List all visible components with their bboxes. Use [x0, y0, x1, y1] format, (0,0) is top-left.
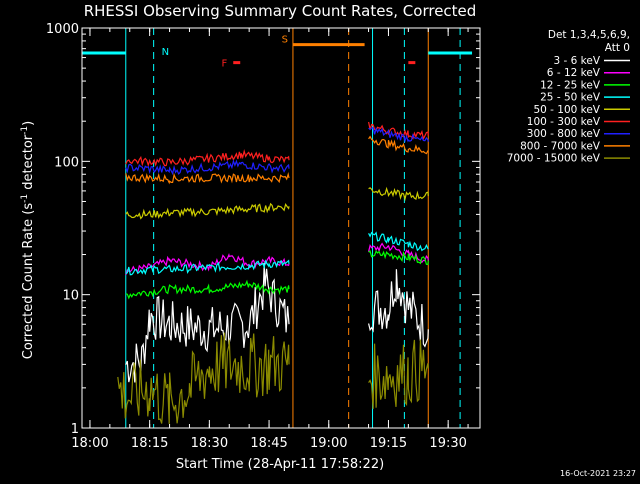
x-tick-label: 18:45: [250, 436, 287, 451]
x-tick-label: 18:00: [71, 436, 108, 451]
legend-entry-label: 100 - 300 keV: [527, 116, 601, 128]
axes: 1 10 100 1000 18:00 18:15 18:30 18:45 19:00 19:15…: [46, 22, 481, 451]
legend-entry-label: 800 - 7000 keV: [520, 140, 601, 152]
series-line: [125, 279, 290, 300]
y-axis-label: Corrected Count Rate (s-1 detector-1): [20, 121, 36, 359]
series-line: [368, 269, 429, 348]
x-tick-label: 19:30: [429, 436, 466, 451]
series-line: [368, 242, 429, 264]
series-line: [117, 332, 290, 424]
series-line: [125, 159, 290, 176]
legend-entry-label: 300 - 800 keV: [527, 128, 601, 140]
series-line: [125, 171, 290, 185]
x-tick-label: 19:00: [310, 436, 347, 451]
legend-header: Att 0: [605, 42, 630, 54]
series-line: [125, 262, 290, 383]
flag-label: F: [221, 59, 227, 70]
series-line: [368, 126, 429, 144]
plot-area: S F N: [82, 28, 473, 428]
legend-entry-label: 7000 - 15000 keV: [507, 153, 601, 165]
series-line: [368, 339, 429, 409]
legend-header: Det 1,3,4,5,6,9,: [548, 29, 630, 41]
series-line: [368, 135, 429, 155]
legend-entry-label: 50 - 100 keV: [533, 104, 600, 116]
series-line: [125, 259, 290, 276]
plot-frame: [81, 27, 481, 429]
legend-entry-label: 12 - 25 keV: [540, 79, 601, 91]
series-line: [368, 231, 429, 252]
x-tick-label: 19:15: [370, 436, 407, 451]
legend-entry-label: 3 - 6 keV: [553, 55, 600, 67]
x-axis-label: Start Time (28-Apr-11 17:58:22): [176, 457, 384, 472]
legend-entry-label: 6 - 12 keV: [547, 67, 601, 79]
footer-timestamp: 16-Oct-2021 23:27: [560, 469, 636, 478]
series-line: [368, 186, 429, 202]
attenuator-label: S: [282, 35, 288, 46]
y-tick-label: 100: [54, 155, 79, 170]
series-line: [125, 149, 290, 167]
x-tick-label: 18:30: [191, 436, 228, 451]
y-tick-label: 10: [62, 289, 79, 304]
legend-entry-label: 25 - 50 keV: [540, 92, 601, 104]
chart-title: RHESSI Observing Summary Count Rates, Co…: [84, 2, 477, 20]
y-tick-label: 1: [71, 422, 79, 437]
y-tick-label: 1000: [46, 22, 79, 37]
series-line: [368, 250, 429, 266]
series-line: [125, 202, 290, 220]
annotation-n: N: [162, 47, 169, 58]
series-line: [125, 252, 290, 276]
x-tick-label: 18:15: [131, 436, 168, 451]
